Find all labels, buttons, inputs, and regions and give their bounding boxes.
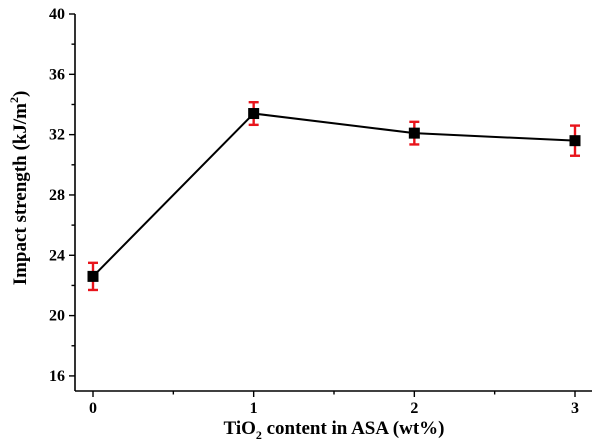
x-axis-title-rest: content in ASA (wt%) <box>262 418 445 439</box>
data-point <box>248 108 260 120</box>
x-tick-label: 3 <box>571 400 579 417</box>
data-point <box>569 135 581 147</box>
x-tick-label: 0 <box>89 400 97 417</box>
y-tick-label: 32 <box>49 127 65 144</box>
y-tick-label: 40 <box>49 6 65 23</box>
y-axis-title-superscript: 2 <box>7 97 21 103</box>
y-axis-ticks: 16 20 24 28 32 36 40 <box>49 6 75 385</box>
y-tick-label: 24 <box>49 247 65 264</box>
axes <box>74 14 592 392</box>
y-tick-label: 36 <box>49 66 65 83</box>
x-axis-title: TiO2 content in ASA (wt%) <box>223 418 444 440</box>
y-tick-label: 20 <box>49 308 65 325</box>
y-tick-label: 16 <box>49 368 65 385</box>
x-axis-ticks: 0 1 2 3 <box>89 391 579 417</box>
y-axis-title-rest: ) <box>10 91 31 97</box>
data-point <box>87 270 99 282</box>
series-line <box>92 112 576 278</box>
data-series <box>87 101 581 292</box>
data-point <box>408 127 420 139</box>
y-axis-title: Impact strength (kJ/m2) <box>7 91 31 286</box>
x-tick-label: 1 <box>250 400 258 417</box>
x-axis-title-subscript: 2 <box>256 428 262 440</box>
y-tick-label: 28 <box>49 187 65 204</box>
y-axis-title-main: Impact strength (kJ/m <box>10 103 31 285</box>
x-axis-title-main: TiO <box>223 418 255 439</box>
x-tick-label: 2 <box>410 400 418 417</box>
